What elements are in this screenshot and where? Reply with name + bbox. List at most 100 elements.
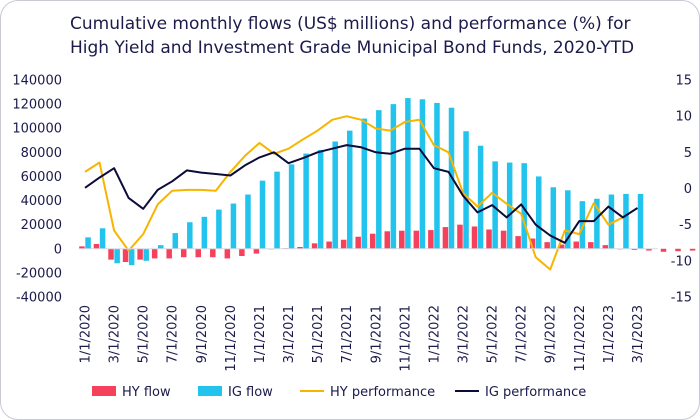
x-axis-tick-label: 11/1/2020: [224, 305, 239, 372]
hy-flow-bar: [646, 248, 652, 251]
hy-flow-bar: [442, 227, 449, 249]
x-axis-tick-label: 3/1/2021: [282, 305, 297, 363]
hy-flow-bar: [675, 248, 681, 252]
x-axis-tick-label: 3/1/2020: [108, 305, 123, 363]
right-axis-tick-label: -10: [671, 254, 692, 269]
ig-flow-bar: [434, 102, 440, 249]
hy-flow-bar: [108, 248, 114, 260]
hy-flow-bar: [515, 236, 521, 249]
hy-flow-bar: [573, 241, 580, 249]
x-axis-ticks: 1/1/2020 3/1/2020 5/1/2020 7/1/2020 9/1/2020…: [79, 305, 647, 372]
hy-flow-bar: [558, 244, 565, 249]
hy-flow-bar: [631, 248, 638, 250]
x-axis-tick-label: 5/1/2021: [311, 305, 326, 363]
hy-flow-bar: [486, 229, 492, 249]
x-axis-tick-label: 9/1/2020: [195, 305, 210, 363]
right-axis-ticks: -15 -10 -5 0 5 10 15: [671, 74, 692, 306]
ig-flow-bar: [565, 190, 571, 249]
x-axis-tick-label: 7/1/2021: [340, 305, 355, 363]
x-axis-tick-label: 5/1/2020: [137, 305, 152, 363]
ig-flow-bar: [608, 194, 615, 249]
hy-flow-bar: [151, 248, 158, 259]
left-axis-tick-label: 120000: [12, 98, 62, 113]
ig-flow-bar: [187, 222, 193, 249]
hy-flow-bar: [500, 230, 507, 249]
legend-label: HY performance: [330, 385, 435, 400]
right-axis-tick-label: 0: [684, 182, 692, 197]
x-axis-tick-label: 5/1/2022: [486, 305, 501, 363]
x-axis-tick-label: 11/1/2021: [398, 305, 413, 372]
ig-flow-bar: [216, 209, 222, 249]
x-axis-tick-label: 1/1/2023: [602, 305, 617, 363]
ig-flow-bar: [463, 131, 469, 249]
hy-flow-bar: [180, 248, 187, 258]
hy-flow-bar: [122, 248, 129, 263]
ig-flow-bar: [317, 149, 324, 249]
hy-flow-bar: [195, 248, 202, 258]
ig-flow-bar: [535, 176, 542, 249]
ig-flow-bar: [143, 248, 149, 261]
lines: [84, 115, 639, 271]
hy-flow-bar: [602, 245, 609, 249]
ig-flow-bar: [172, 233, 179, 249]
right-axis-tick-label: -5: [679, 218, 692, 233]
ig-flow-bar: [128, 248, 135, 266]
legend-label: IG flow: [228, 385, 273, 400]
x-axis-tick-label: 11/1/2022: [573, 305, 588, 372]
left-axis-tick-label: 20000: [21, 218, 62, 233]
ig-flow-bar: [230, 203, 237, 249]
ig-flow-bar: [303, 153, 309, 249]
hy-flow-bar: [210, 248, 216, 258]
left-axis-ticks: -40000 -20000 0 20000 40000 60000 80000 100000 1…: [12, 74, 62, 306]
ig-flow-bar: [492, 161, 498, 249]
hy-flow-bar: [588, 242, 594, 249]
hy-flow-bar: [166, 248, 172, 259]
hy-flow-bar: [413, 230, 420, 249]
ig-flow-bar: [361, 118, 368, 249]
left-axis-tick-label: -20000: [16, 266, 62, 281]
ig-flow-bar: [274, 171, 280, 249]
ig-flow-bar: [594, 198, 600, 249]
ig-flow-bar: [201, 216, 208, 249]
ig-flow-bar: [419, 99, 426, 249]
hy-flow-bar: [544, 242, 550, 249]
hy-flow-bar: [239, 248, 245, 257]
ig-flow-bar: [550, 187, 557, 249]
hy-flow-bar: [253, 248, 260, 254]
chart-title-line-2: High Yield and Investment Grade Municipa…: [70, 38, 635, 58]
hy-flow-bar: [137, 248, 143, 260]
x-axis-tick-label: 7/1/2020: [166, 305, 181, 363]
chart-title-line-1: Cumulative monthly flows (US$ millions) …: [70, 14, 631, 34]
legend-label: IG performance: [485, 385, 586, 400]
left-axis-tick-label: 40000: [21, 194, 62, 209]
hy-flow-bar: [428, 230, 434, 249]
ig-flow-bar: [623, 193, 629, 249]
right-axis-tick-label: 5: [684, 146, 692, 161]
ig-flow-bar: [390, 104, 397, 249]
ig-flow-bar: [259, 180, 266, 249]
ig-flow-bar: [376, 110, 382, 249]
hy-flow-bar: [297, 246, 303, 249]
x-axis-tick-label: 7/1/2022: [515, 305, 530, 363]
hy-flow-bar: [93, 243, 100, 249]
ig-flow-bar: [245, 194, 251, 249]
hy-flow-bar: [384, 231, 391, 249]
left-axis-tick-label: 140000: [12, 74, 62, 89]
hy-flow-bar: [355, 236, 361, 249]
hy-flow-bar: [340, 239, 347, 249]
ig-flow-bar: [405, 98, 411, 249]
right-axis-tick-label: -15: [671, 291, 692, 306]
ig-flow-bar: [477, 145, 484, 249]
ig-flow-bar: [579, 201, 586, 249]
hy-flow-bar: [224, 248, 231, 259]
hy-flow-bar: [529, 238, 536, 249]
left-axis-tick-label: 0: [54, 242, 62, 257]
x-axis-tick-label: 3/1/2023: [631, 305, 646, 363]
hy-flow-bar: [471, 226, 478, 249]
x-axis-tick-label: 3/1/2022: [457, 305, 472, 363]
left-axis-tick-label: 60000: [21, 170, 62, 185]
x-axis-tick-label: 9/1/2021: [369, 305, 384, 363]
ig-flow-bar: [346, 130, 353, 249]
hy-flow-bar: [311, 243, 318, 249]
